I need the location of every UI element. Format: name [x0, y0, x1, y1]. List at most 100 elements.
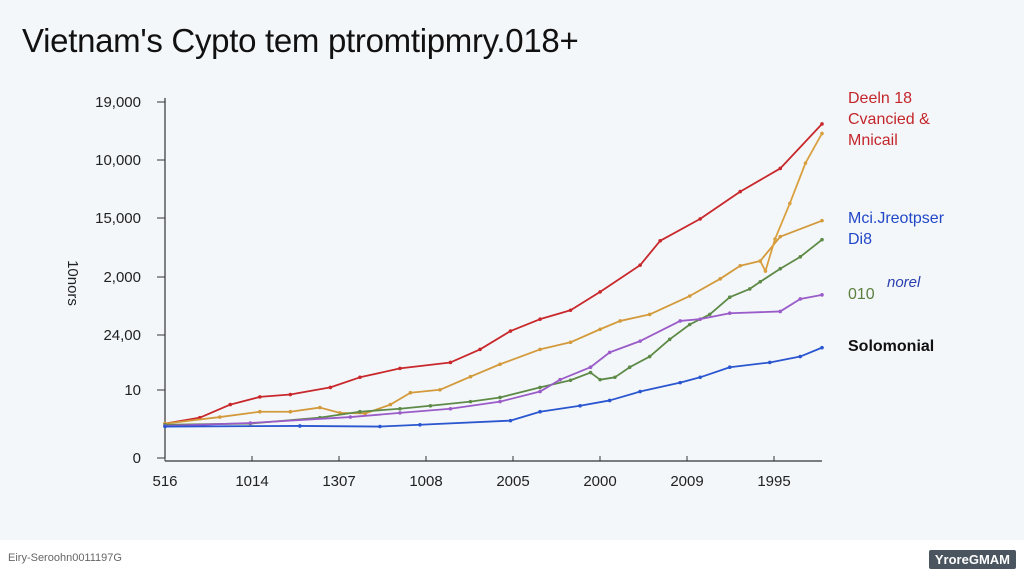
data-point [598, 327, 602, 332]
data-point [448, 406, 453, 411]
data-point [798, 297, 803, 301]
legend-entry: Solomonial [848, 336, 934, 357]
x-tick-label: 1995 [757, 473, 790, 490]
line-chart: 0 10 24,00 2,000 15,000 10,000 19,000 516 1014 13… [64, 94, 824, 490]
data-point [258, 395, 262, 399]
data-point [778, 234, 783, 239]
legend-entry: Deeln 18 Cvancied & Mnicail [848, 88, 930, 151]
data-point [773, 237, 777, 241]
x-tick-label: 516 [152, 473, 177, 490]
legend-label: Mci.Jreotpser [848, 210, 945, 227]
data-point [358, 375, 362, 380]
y-tick-label: 15,000 [95, 210, 141, 227]
data-point [288, 409, 293, 414]
data-point [498, 395, 502, 400]
data-point [588, 370, 593, 375]
data-point [738, 263, 743, 268]
footer-caption: Eiry-Seroohn0011197G [8, 552, 122, 564]
series-line [164, 123, 823, 425]
data-point [378, 424, 382, 429]
footer: Eiry-Seroohn0011197G YroreGMAM [0, 540, 1024, 576]
data-point [763, 269, 768, 273]
data-point [718, 277, 722, 281]
data-point [398, 406, 402, 411]
data-point [607, 350, 612, 355]
data-point [428, 403, 433, 408]
data-point [803, 161, 808, 165]
data-point [698, 375, 702, 380]
x-tick-label: 2009 [670, 473, 703, 490]
data-point [678, 380, 682, 385]
data-point [647, 354, 652, 359]
data-point [647, 312, 652, 317]
data-point [538, 317, 542, 321]
legend-entry: Mci.Jreotpser Di8 [848, 208, 944, 250]
data-point [788, 201, 792, 206]
legend-label: 010 [848, 286, 875, 303]
x-tick-label: 1014 [235, 473, 268, 490]
watermark-badge: YroreGMAM [928, 550, 1016, 569]
data-point [778, 309, 783, 314]
data-point [820, 218, 824, 223]
series-line [164, 293, 823, 427]
data-point [698, 217, 702, 221]
data-point [638, 263, 642, 267]
data-point [678, 319, 682, 323]
data-point [727, 295, 732, 300]
series-blue [163, 345, 824, 429]
data-point [328, 385, 333, 390]
y-tick-label: 19,000 [95, 94, 141, 111]
data-point [498, 362, 502, 367]
legend-entry: norel [887, 272, 920, 293]
data-point [758, 259, 763, 263]
data-point [418, 422, 422, 427]
data-point [468, 399, 473, 404]
y-tick-label: 10 [124, 382, 141, 399]
data-point [568, 340, 573, 345]
y-axis-label: 10nors [64, 260, 81, 306]
data-point [778, 166, 783, 171]
data-point [627, 365, 632, 370]
x-tick-label: 2005 [496, 473, 529, 490]
legend-label: Di8 [848, 231, 873, 248]
data-point [618, 319, 622, 323]
data-point [820, 237, 824, 242]
x-tick-label: 1008 [409, 473, 442, 490]
data-point [468, 374, 473, 379]
data-point [408, 390, 413, 395]
data-point [578, 403, 582, 408]
data-point [687, 294, 692, 298]
data-point [820, 131, 824, 136]
data-point [820, 122, 824, 126]
data-point [568, 378, 573, 383]
data-point [318, 405, 322, 410]
data-point [538, 347, 542, 352]
series-line [164, 238, 823, 426]
data-point [613, 375, 617, 380]
data-point [738, 189, 743, 194]
data-point [478, 347, 482, 352]
data-point [348, 415, 353, 419]
x-tick-label: 1307 [322, 473, 355, 490]
y-tick-label: 2,000 [103, 269, 141, 286]
data-point [438, 387, 442, 392]
data-point [758, 279, 763, 284]
data-point [228, 402, 233, 407]
chart-title: Vietnam's Cypto tem ptromtipmry.018+ [22, 22, 579, 59]
data-point [498, 399, 502, 404]
data-point [638, 339, 642, 343]
data-point [358, 409, 362, 414]
data-point [363, 411, 367, 416]
data-point [767, 360, 772, 365]
series-green [163, 237, 824, 427]
data-point [448, 360, 453, 365]
data-point [568, 308, 573, 313]
data-point [538, 389, 542, 394]
data-point [298, 424, 302, 428]
data-point [698, 317, 702, 321]
series-line [164, 219, 823, 425]
legend-label: Cvancied & [848, 111, 930, 128]
data-point [288, 392, 293, 397]
legend-label: Deeln 18 [848, 90, 913, 107]
data-point [727, 365, 732, 370]
